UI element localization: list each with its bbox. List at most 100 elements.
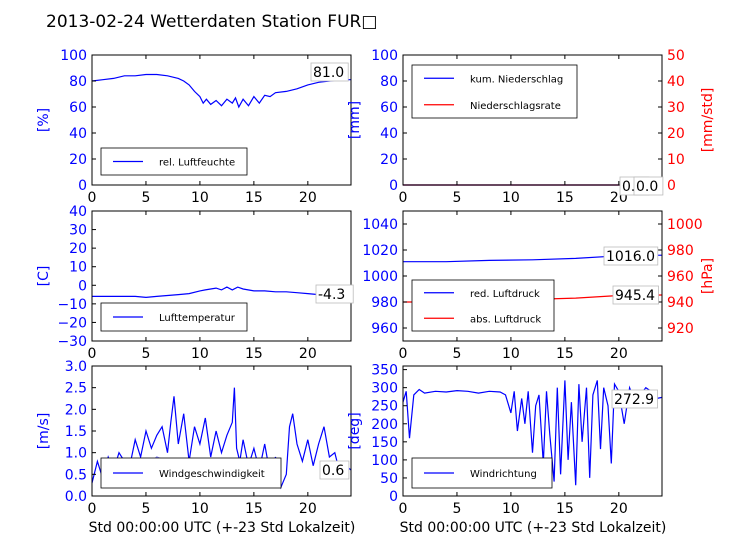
y-tick-label: 1.5 <box>65 424 87 440</box>
y-right-tick-label: 1000 <box>667 217 703 233</box>
y-tick-label: 40 <box>380 126 398 142</box>
series-line-temperature-0 <box>92 286 352 299</box>
y-tick-label: 980 <box>371 295 398 311</box>
legend-entry: rel. Luftfeuchte <box>159 158 235 169</box>
plot-frame-temperature <box>91 210 352 342</box>
y-tick-label: 100 <box>371 453 398 469</box>
value-box-wind-frame <box>319 460 350 480</box>
y-tick-label: −30 <box>57 334 87 350</box>
y-tick-label: 30 <box>69 223 87 239</box>
x-tick-label: 10 <box>502 346 520 362</box>
x-axis-label-left: Std 00:00:00 UTC (+-23 Std Lokalzeit) <box>89 520 356 536</box>
y-tick-label: 80 <box>380 74 398 90</box>
x-tick-label: 15 <box>245 190 263 206</box>
x-tick-label: 0 <box>399 501 408 517</box>
y-tick-label: 40 <box>69 204 87 220</box>
y-tick-label: 0.5 <box>65 467 87 483</box>
x-tick-label: 0 <box>88 190 97 206</box>
y-axis-label: [deg] <box>347 412 363 449</box>
y-tick-label: 20 <box>69 241 87 257</box>
x-tick-label: 20 <box>299 346 317 362</box>
legend-entry: Windgeschwindigkeit <box>159 469 265 480</box>
value-box-2-pressure: 945.4 <box>615 288 655 304</box>
value-box-2-precip: 0.0 <box>636 179 658 195</box>
y-tick-label: 20 <box>69 152 87 168</box>
value-box-humidity: 81.0 <box>313 65 344 81</box>
y-axis-label: [m/s] <box>36 413 52 450</box>
y-right-tick-label: 0 <box>667 178 676 194</box>
series-line-wind-0 <box>91 387 352 490</box>
y-axis-label: [C] <box>36 266 52 287</box>
x-tick-label: 15 <box>556 501 574 517</box>
x-tick-label: 15 <box>556 190 574 206</box>
y-tick-label: 100 <box>60 48 87 64</box>
value-box-temperature: -4.3 <box>318 287 345 303</box>
series-line-direction-0 <box>402 380 663 486</box>
panel-direction: 0 5 10 15 20050100150200250300350[deg]Windri… <box>347 363 663 517</box>
plot-frame-precip <box>402 54 663 186</box>
y-tick-label: 0 <box>389 489 398 505</box>
x-tick-label: 0 <box>399 190 408 206</box>
x-tick-label: 5 <box>452 346 461 362</box>
panel-pressure: 0 5 10 15 20 960 980 1000 1020 1040 920 940 960 980 10… <box>362 210 716 362</box>
plot-frame-humidity <box>91 54 352 186</box>
x-tick-label: 5 <box>141 190 150 206</box>
y-tick-label: 960 <box>371 321 398 337</box>
legend-entry: Niederschlagsrate <box>470 101 561 112</box>
plot-frame-direction <box>402 365 663 497</box>
y-tick-label: 1000 <box>362 269 398 285</box>
y-right-tick-label: 50 <box>667 48 685 64</box>
legend-entry: Windrichtung <box>470 469 537 480</box>
x-tick-label: 15 <box>245 501 263 517</box>
x-tick-label: 10 <box>502 501 520 517</box>
y-axis-label: [mm] <box>347 101 363 139</box>
x-tick-label: 15 <box>245 346 263 362</box>
x-tick-label: 5 <box>141 501 150 517</box>
y-tick-label: 350 <box>371 363 398 379</box>
legend-box <box>411 279 555 332</box>
y-tick-label: 60 <box>380 100 398 116</box>
value-box-wind: 0.6 <box>322 463 344 479</box>
y-tick-label: 60 <box>69 100 87 116</box>
legend-entry: kum. Niederschlag <box>470 74 563 85</box>
value-box-2-pressure-frame <box>612 285 659 305</box>
x-tick-label: 10 <box>191 346 209 362</box>
value-box-direction-frame <box>611 389 658 409</box>
y-tick-label: 3.0 <box>65 359 87 375</box>
y-tick-label: −20 <box>57 315 87 331</box>
y-right-tick-label: 40 <box>667 74 685 90</box>
y-tick-label: 1020 <box>362 243 398 259</box>
y-tick-label: −10 <box>57 297 87 313</box>
y-tick-label: 300 <box>371 381 398 397</box>
y-tick-label: 0 <box>78 178 87 194</box>
y-tick-label: 100 <box>371 48 398 64</box>
x-tick-label: 20 <box>610 346 628 362</box>
y-tick-label: 0 <box>389 178 398 194</box>
value-box-direction: 272.9 <box>614 392 654 408</box>
y-tick-label: 80 <box>69 74 87 90</box>
panel-wind: 0 5 10 15 20 0.0 0.5 1.0 1.5 2.0 2.5 3.0 [m/s] Windge… <box>36 359 352 517</box>
legend-entry: abs. Luftdruck <box>470 314 541 325</box>
y-right-tick-label: 980 <box>667 243 694 259</box>
y-right-tick-label: 960 <box>667 269 694 285</box>
x-tick-label: 20 <box>299 501 317 517</box>
panel-humidity: 0 5 10 15 20 0 20 40 60 80 100 [%] rel. Luftfeuchte 8… <box>36 48 352 206</box>
x-tick-label: 15 <box>556 346 574 362</box>
legend-entry: Lufttemperatur <box>159 313 236 324</box>
value-box-humidity-frame <box>310 62 349 82</box>
x-tick-label: 0 <box>399 346 408 362</box>
y-tick-label: 200 <box>371 417 398 433</box>
y-tick-label: 20 <box>380 152 398 168</box>
y-tick-label: 250 <box>371 399 398 415</box>
y-tick-label: 10 <box>69 260 87 276</box>
y-tick-label: 0 <box>78 278 87 294</box>
y-tick-label: 150 <box>371 435 398 451</box>
figure-title: 2013-02-24 Wetterdaten Station FUR□ <box>46 12 377 32</box>
series-line-humidity-0 <box>91 73 351 109</box>
legend-entry: red. Luftdruck <box>470 289 540 300</box>
x-axis-label-right: Std 00:00:00 UTC (+-23 Std Lokalzeit) <box>400 520 667 536</box>
y-tick-label: 1040 <box>362 217 398 233</box>
x-tick-label: 10 <box>191 501 209 517</box>
y-tick-label: 2.5 <box>65 381 87 397</box>
